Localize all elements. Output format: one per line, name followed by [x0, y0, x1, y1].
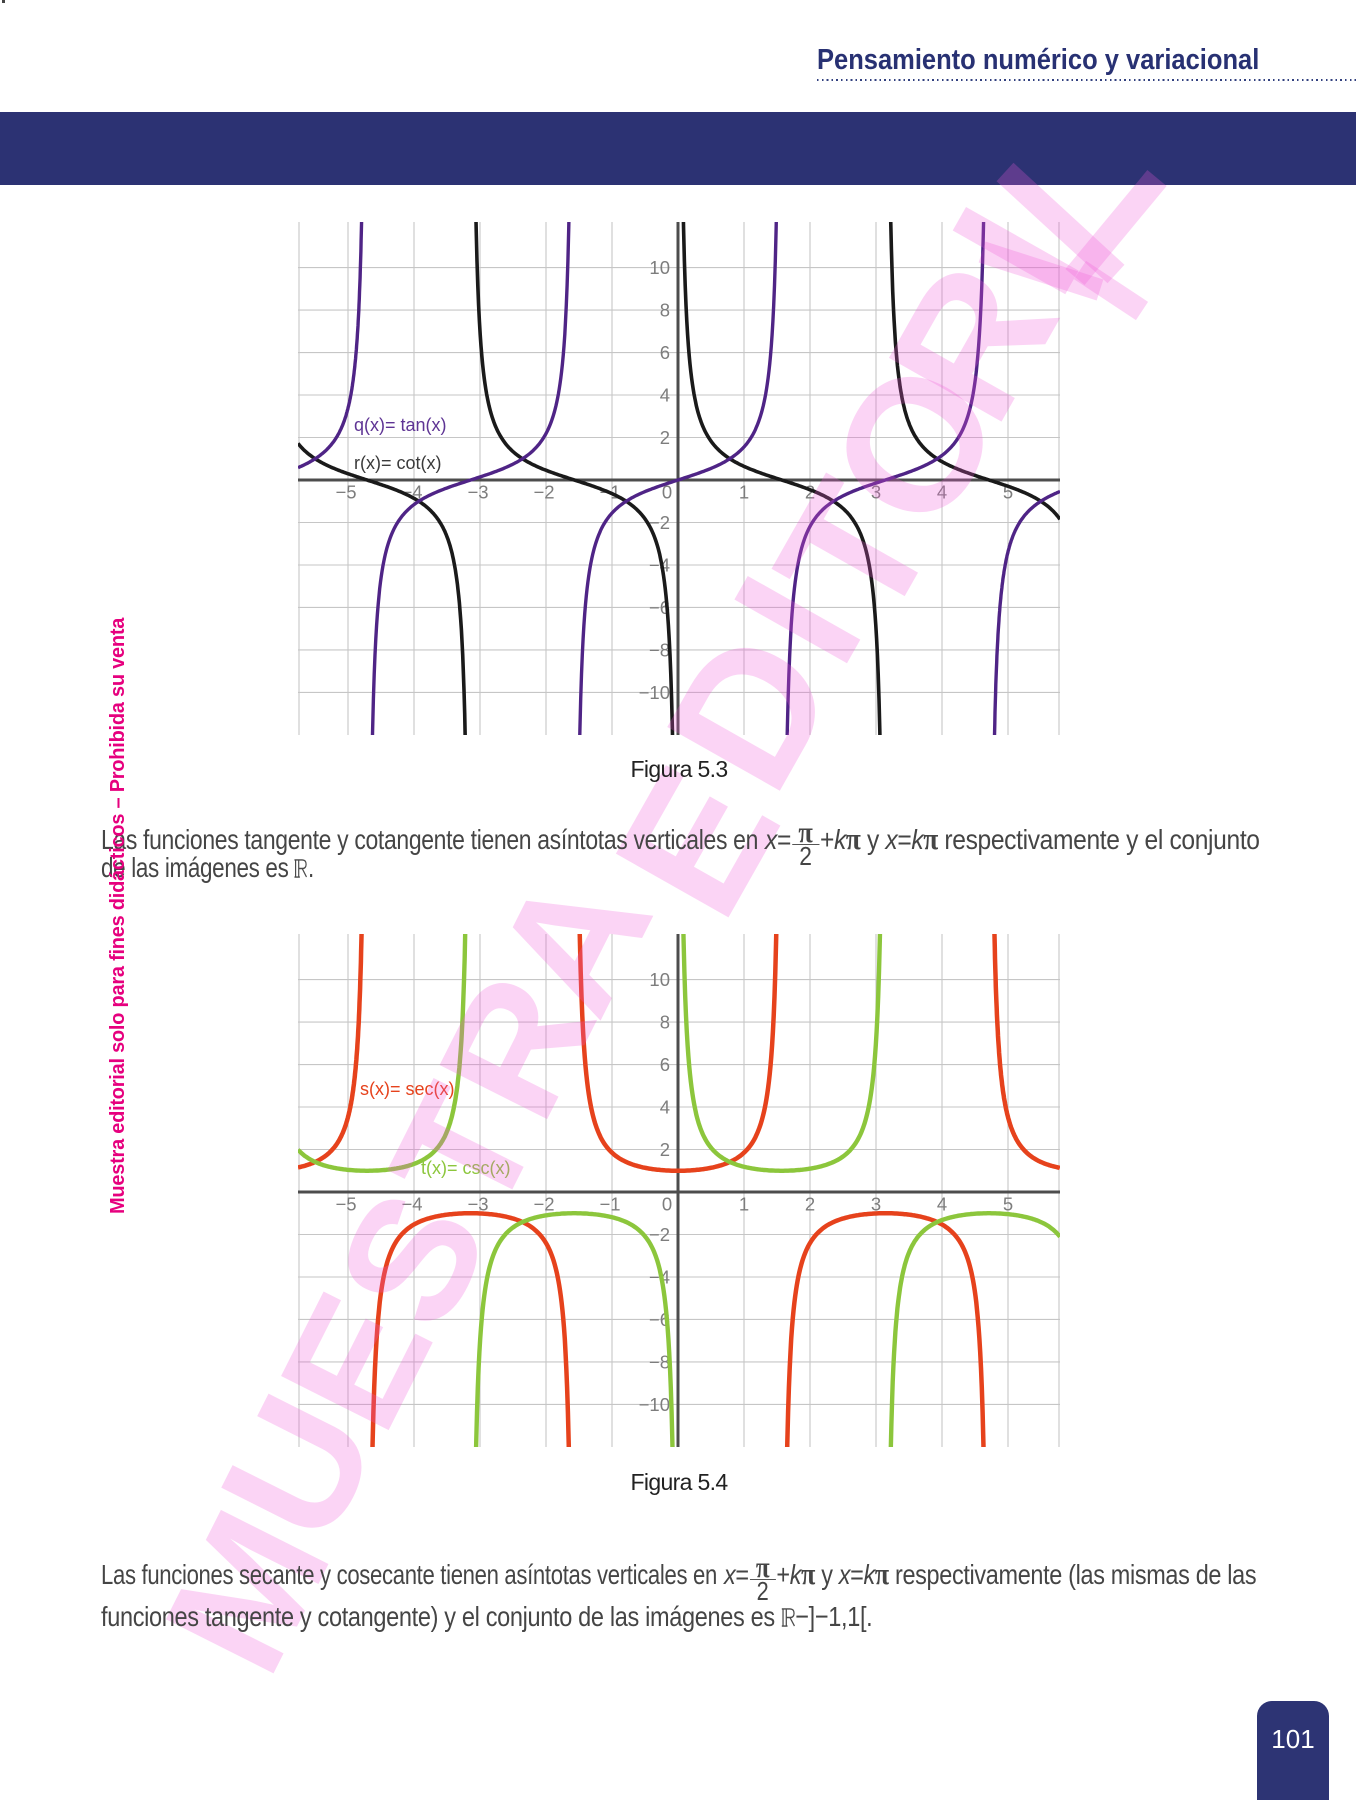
- svg-text:4: 4: [660, 1097, 670, 1118]
- svg-text:6: 6: [660, 342, 670, 363]
- svg-text:6: 6: [660, 1054, 670, 1075]
- svg-text:4: 4: [937, 1194, 947, 1215]
- svg-text:−1: −1: [599, 1194, 620, 1215]
- svg-text:r(x)= cot(x): r(x)= cot(x): [354, 453, 442, 473]
- svg-text:3: 3: [871, 482, 881, 503]
- svg-text:2: 2: [660, 427, 670, 448]
- svg-text:2: 2: [660, 1139, 670, 1160]
- svg-text:−8: −8: [649, 639, 670, 660]
- svg-text:4: 4: [937, 482, 947, 503]
- svg-text:8: 8: [660, 300, 670, 321]
- svg-text:0: 0: [662, 1194, 672, 1215]
- svg-text:−8: −8: [649, 1351, 670, 1372]
- svg-text:5: 5: [1003, 482, 1013, 503]
- svg-text:8: 8: [660, 1012, 670, 1033]
- svg-text:−4: −4: [649, 555, 670, 576]
- svg-text:4: 4: [660, 385, 670, 406]
- svg-text:−2: −2: [533, 1194, 554, 1215]
- svg-text:−5: −5: [335, 482, 356, 503]
- svg-text:q(x)= tan(x): q(x)= tan(x): [354, 415, 447, 435]
- svg-text:5: 5: [1003, 1194, 1013, 1215]
- svg-text:10: 10: [649, 969, 670, 990]
- svg-text:0: 0: [662, 482, 672, 503]
- svg-text:−2: −2: [649, 1224, 670, 1245]
- svg-text:1: 1: [739, 482, 749, 503]
- svg-text:M: M: [128, 1483, 368, 1701]
- svg-text:−2: −2: [533, 482, 554, 503]
- svg-text:−2: −2: [649, 512, 670, 533]
- svg-text:2: 2: [805, 482, 815, 503]
- svg-text:2: 2: [805, 1194, 815, 1215]
- svg-text:3: 3: [871, 1194, 881, 1215]
- svg-text:t(x)= csc(x): t(x)= csc(x): [421, 1158, 511, 1178]
- svg-text:1: 1: [739, 1194, 749, 1215]
- svg-text:−3: −3: [467, 482, 488, 503]
- svg-text:−4: −4: [401, 1194, 422, 1215]
- svg-text:−10: −10: [639, 682, 670, 703]
- svg-text:10: 10: [649, 257, 670, 278]
- svg-text:s(x)= sec(x): s(x)= sec(x): [360, 1079, 455, 1099]
- svg-text:−4: −4: [401, 482, 422, 503]
- svg-text:−5: −5: [335, 1194, 356, 1215]
- svg-text:−3: −3: [467, 1194, 488, 1215]
- svg-text:−10: −10: [639, 1394, 670, 1415]
- svg-text:−6: −6: [649, 597, 670, 618]
